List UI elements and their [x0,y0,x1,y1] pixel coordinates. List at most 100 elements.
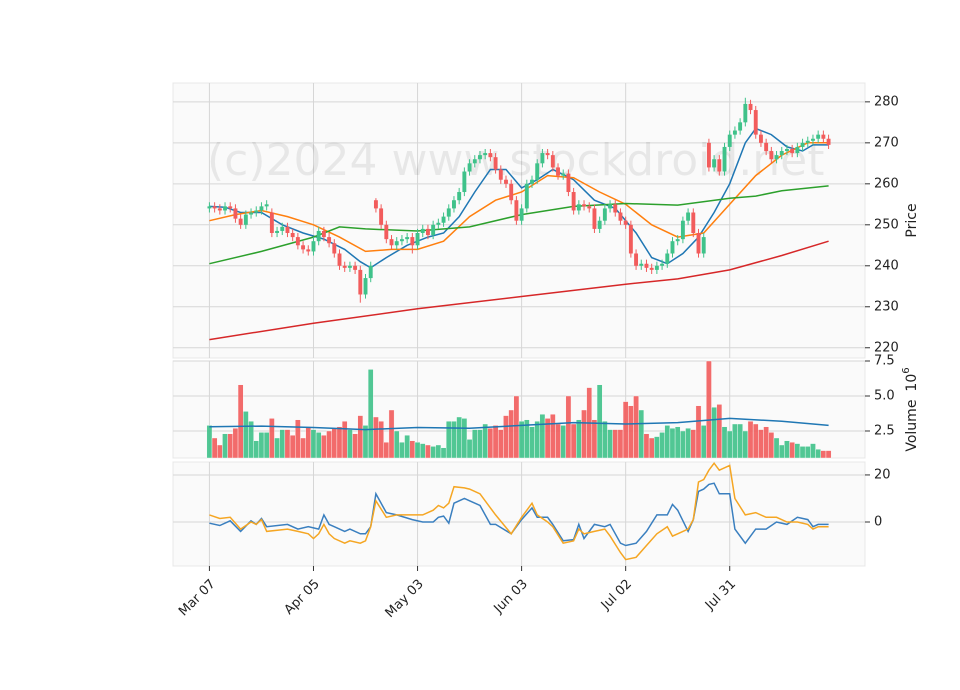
volume-bar [633,395,639,459]
volume-bar [612,429,619,459]
candle-body [243,214,248,225]
volume-bar [393,430,400,459]
volume-bar [804,446,811,459]
line [209,482,829,547]
volume-bar [695,405,702,459]
volume-bar [497,429,504,459]
candle-body [358,269,363,295]
candle-body [420,228,425,233]
volume-bar [799,446,806,459]
candle-body [654,265,659,270]
volume-bar [820,450,827,459]
y-axis-label: Price [904,203,920,237]
candle-body [353,265,358,270]
candle-body [269,212,274,233]
volume-bar [274,437,280,459]
y-tick-label: 250 [874,217,899,232]
candle-body [769,151,774,160]
volume-bar [732,423,738,459]
candle-body [384,224,389,240]
volume-bar [706,360,712,459]
volume-bar [409,440,416,459]
volume-bar [648,437,655,459]
volume-bar [227,433,234,459]
candle-body [706,142,711,168]
volume-bar [674,426,681,459]
candle-body [550,155,555,168]
candle-body [795,146,800,154]
volume-bar [211,437,218,459]
candle-body [514,200,519,221]
candle-body [805,140,810,143]
candle-body [613,204,618,213]
y-tick-label: 5.0 [874,388,895,403]
candle-body [207,206,212,209]
candle-body [748,103,753,111]
y-axis-label: Volume 106 [901,367,920,451]
line [209,142,829,253]
volume-bar [373,416,379,459]
candle-body [264,204,269,207]
candle-body [446,208,451,217]
volume-bar [217,444,223,459]
line [209,240,829,341]
volume-bar [331,427,338,459]
candle-body [233,208,238,219]
y-tick-label: 0 [874,515,882,530]
volume-bar [357,415,364,459]
candle-body [686,212,691,221]
candle-body [493,157,498,170]
volume-bar [315,432,322,459]
volume-bar [253,440,260,459]
volume-bar [232,427,239,459]
candle-body [217,208,222,211]
candle-body [301,245,306,250]
volume-bar [206,425,213,459]
candle-body [249,212,253,215]
candle-body [488,153,493,158]
volume-bar [445,420,452,459]
volume-bar [742,430,749,459]
volume-bar [425,444,431,459]
volume-bar [752,423,759,459]
volume-bar [716,404,723,459]
watermark: (c)2024 www.stockdroid.net [207,135,824,186]
volume-bar [570,423,577,459]
candle-body [306,249,311,252]
candle-body [389,239,394,246]
volume-bar [243,411,249,459]
volume-bar [503,415,509,459]
candle-body [275,230,280,233]
candle-body [415,233,420,246]
candle-body [670,241,675,254]
candle-body [295,237,300,246]
candle-body [238,218,243,225]
y-tick-label: 20 [874,467,891,482]
candle-body [410,237,415,246]
candle-body [597,220,602,229]
candle-body [373,200,378,209]
candle-body [623,220,628,225]
candle-body [254,210,259,213]
candle-body [701,237,706,254]
candle-body [717,159,722,172]
candle-body [826,138,831,145]
scale-exponent: 6 [901,367,912,373]
volume-bar [638,409,645,459]
volume-bar [419,443,426,459]
volume-bar [295,419,301,459]
volume-bar [747,420,754,459]
volume-bar [352,433,358,459]
y-tick-label: 7.5 [874,354,895,369]
candle-body [483,153,488,156]
volume-bar [487,427,494,459]
candle-body [816,134,821,139]
candle-body [561,173,566,176]
volume-bar [654,436,660,459]
volume-bar [581,409,587,459]
candle-body [665,253,670,264]
candle-body [452,200,456,209]
candle-body [425,228,430,236]
volume-bar [404,434,410,459]
volume-bar [310,429,317,459]
